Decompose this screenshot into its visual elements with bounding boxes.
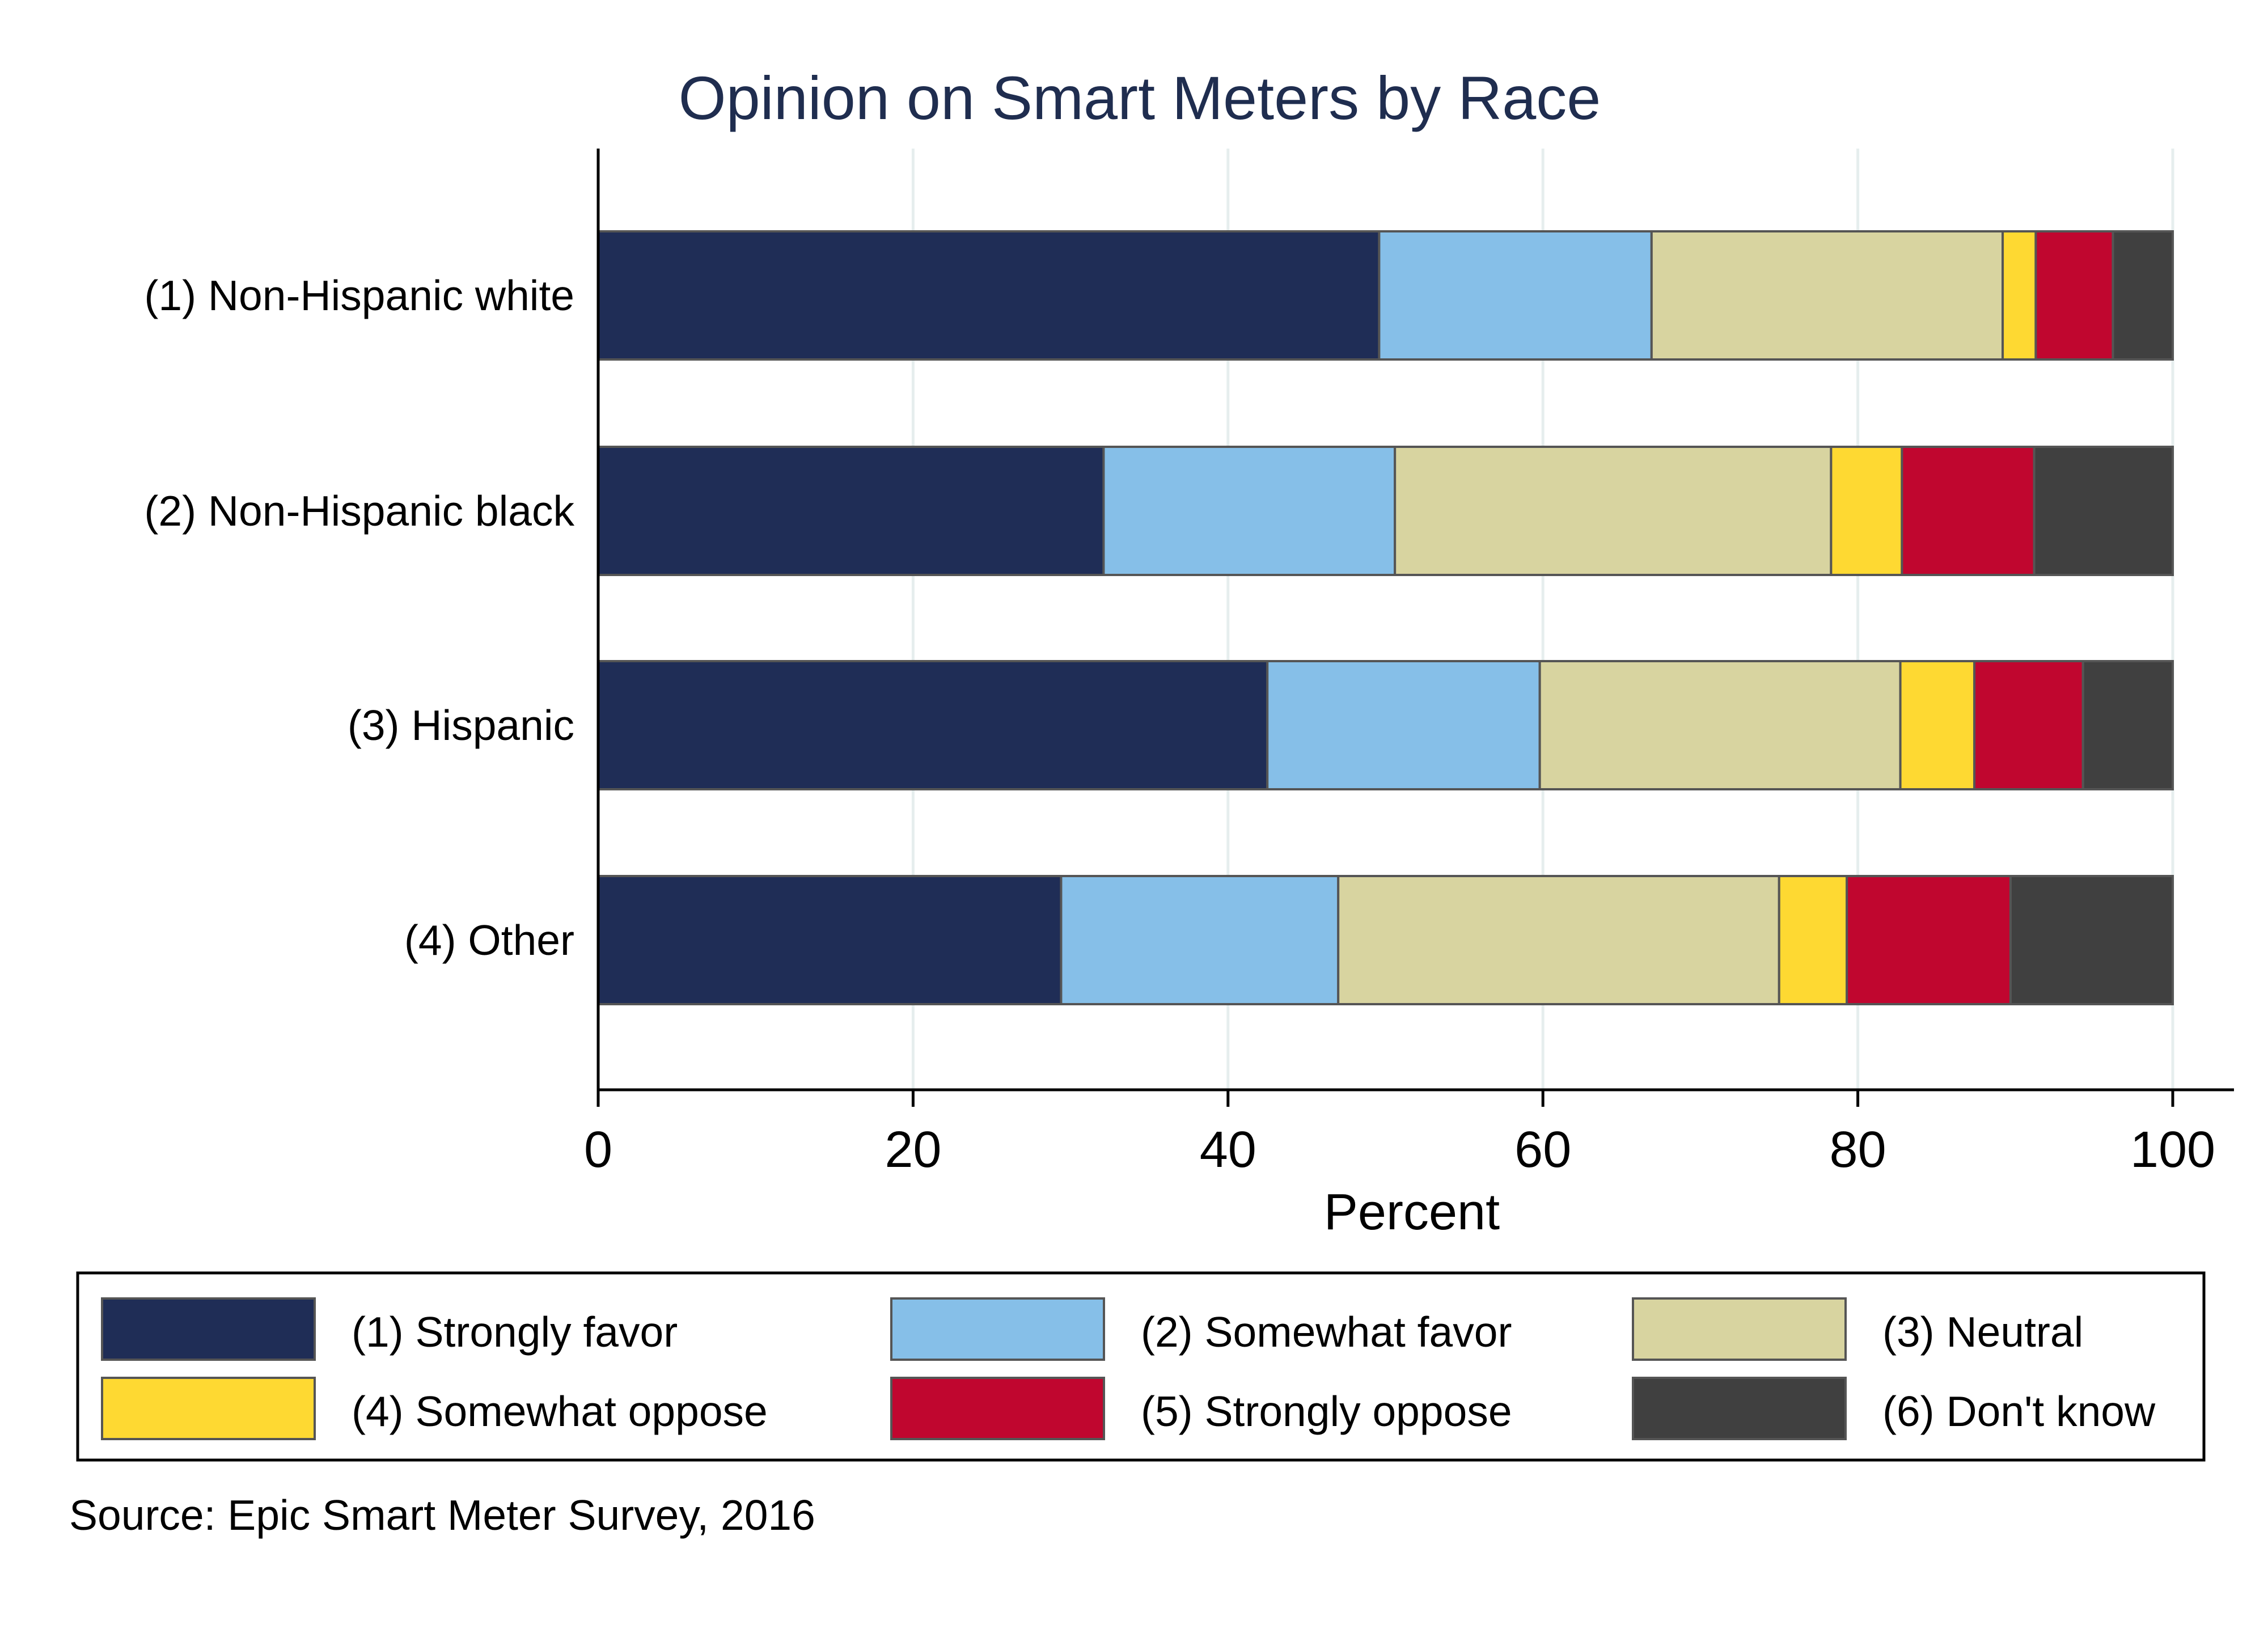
legend-label-3: (3) Neutral (1882, 1308, 2083, 1356)
legend-swatch-1 (101, 1297, 316, 1361)
bar-segment-2-6 (2033, 446, 2174, 576)
x-tick-label: 60 (1514, 1122, 1571, 1178)
bar-segment-4-3 (1337, 875, 1780, 1005)
legend-label-4: (4) Somewhat oppose (352, 1387, 768, 1435)
bar-segment-3-1 (597, 660, 1269, 790)
x-tick-label: 80 (1830, 1122, 1886, 1178)
bar-segments (597, 230, 2174, 1005)
bar-segment-2-3 (1394, 446, 1833, 576)
category-label: (2) Non-Hispanic black (144, 487, 574, 535)
bar-segment-3-4 (1899, 660, 1976, 790)
category-label: (3) Hispanic (348, 701, 574, 749)
bar-segment-2-2 (1102, 446, 1397, 576)
bar-segment-1-1 (597, 230, 1381, 361)
x-tick-label: 0 (584, 1122, 612, 1178)
bar-segment-3-3 (1538, 660, 1902, 790)
bar-segment-4-5 (1846, 875, 2012, 1005)
legend-frame (76, 1271, 2206, 1462)
bar-segment-4-1 (597, 875, 1063, 1005)
x-tick-label: 20 (885, 1122, 941, 1178)
bar-segment-1-4 (2002, 230, 2037, 361)
bar-segment-2-5 (1901, 446, 2036, 576)
bar-segment-4-6 (2009, 875, 2174, 1005)
legend: (1) Strongly favor (2) Somewhat favor (3) … (76, 1271, 2206, 1462)
legend-swatch-2 (890, 1297, 1105, 1361)
x-tick-label: 40 (1200, 1122, 1256, 1178)
legend-label-1: (1) Strongly favor (352, 1308, 678, 1356)
bar-segment-4-4 (1778, 875, 1848, 1005)
bar-segment-3-5 (1973, 660, 2084, 790)
bar-segment-1-2 (1378, 230, 1653, 361)
legend-swatch-3 (1632, 1297, 1847, 1361)
bar-segment-1-3 (1650, 230, 2004, 361)
x-tick-labels: 0 20 40 60 80 100 (584, 1122, 2215, 1178)
legend-label-5: (5) Strongly oppose (1141, 1387, 1512, 1435)
legend-swatch-5 (890, 1377, 1105, 1440)
axes (596, 149, 2234, 1107)
x-tick-label: 100 (2130, 1122, 2215, 1178)
legend-label-2: (2) Somewhat favor (1141, 1308, 1512, 1356)
bar-segment-1-6 (2112, 230, 2174, 361)
bar-segment-1-5 (2034, 230, 2114, 361)
x-axis-label: Percent (1324, 1184, 1500, 1241)
bar-segment-2-4 (1830, 446, 1903, 576)
chart-title: Opinion on Smart Meters by Race (679, 64, 1601, 132)
legend-label-6: (6) Don't know (1882, 1387, 2156, 1435)
legend-swatch-4 (101, 1377, 316, 1440)
source-note: Source: Epic Smart Meter Survey, 2016 (69, 1491, 815, 1539)
category-labels: (1) Non-Hispanic white (2) Non-Hispanic b… (144, 272, 574, 964)
bar-segment-2-1 (597, 446, 1105, 576)
bar-segment-3-6 (2081, 660, 2174, 790)
bar-segment-4-2 (1060, 875, 1340, 1005)
legend-swatch-6 (1632, 1377, 1847, 1440)
category-label: (1) Non-Hispanic white (144, 272, 574, 319)
category-label: (4) Other (404, 916, 574, 964)
bar-segment-3-2 (1266, 660, 1541, 790)
